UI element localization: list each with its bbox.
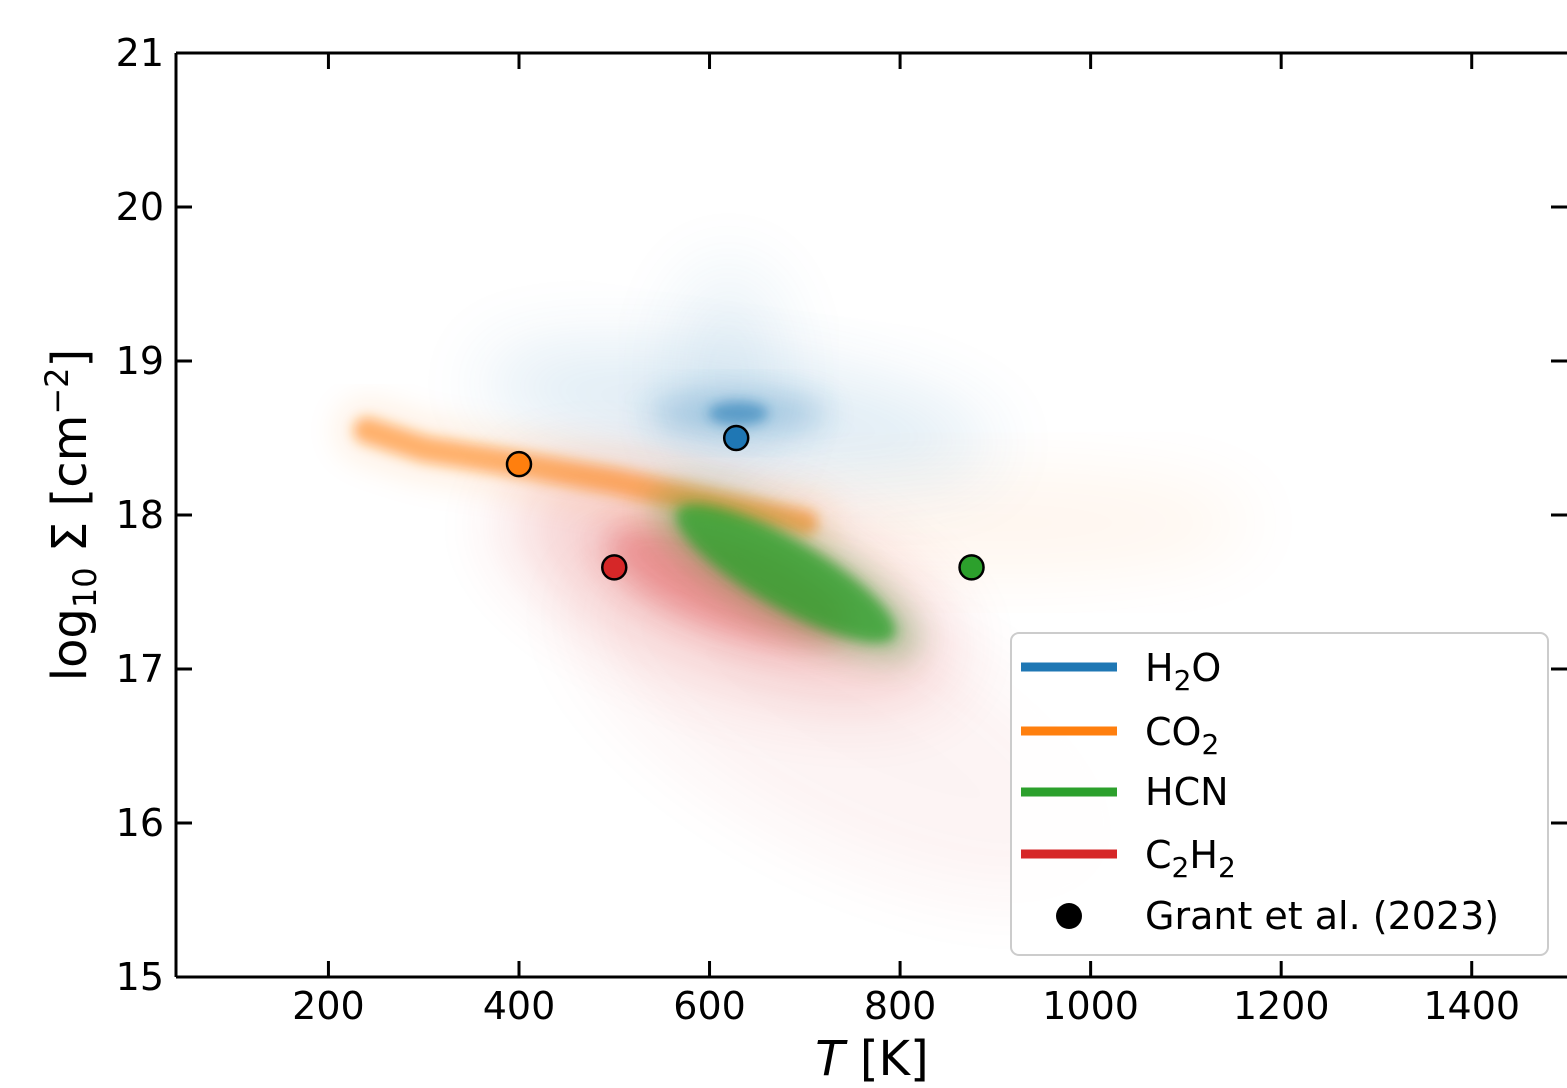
y-tick-label: 15: [116, 955, 164, 999]
x-tick-label: 1200: [1233, 984, 1330, 1028]
y-tick-label: 18: [116, 493, 164, 537]
legend-box: [1010, 632, 1549, 956]
y-tick-label: 19: [116, 339, 164, 383]
x-tick-label: 1400: [1423, 984, 1520, 1028]
legend-label-hcn: HCN: [1145, 770, 1229, 814]
h2o-posterior-core: [708, 401, 769, 426]
posterior-clouds: [336, 264, 1256, 900]
legend-item-hcn: HCN: [1021, 770, 1229, 814]
x-tick-label: 400: [483, 984, 556, 1028]
x-tick-label: 1000: [1042, 984, 1139, 1028]
x-tick-label: 200: [292, 984, 365, 1028]
legend-item-grant: Grant et al. (2023): [1056, 894, 1499, 938]
hcn-posterior-core: [676, 504, 896, 643]
grant-marker-co2: [505, 450, 533, 478]
legend-item-c2h2: C2H2: [1021, 833, 1236, 884]
legend-marker-grant: [1056, 903, 1082, 929]
y-tick-label: 17: [116, 647, 164, 691]
legend-label-grant: Grant et al. (2023): [1145, 894, 1499, 938]
co2-posterior-tail: [735, 477, 1256, 568]
y-tick-label: 16: [116, 801, 164, 845]
x-axis-label: T [K]: [815, 1031, 929, 1087]
legend-label-c2h2: C2H2: [1145, 833, 1236, 884]
grant-markers: [505, 424, 985, 581]
x-tick-label: 800: [864, 984, 937, 1028]
x-tick-label: 600: [673, 984, 746, 1028]
y-axis-label: log10 Σ [cm−2]: [38, 349, 104, 682]
legend-label-co2: CO2: [1145, 710, 1219, 761]
grant-marker-hcn: [958, 554, 985, 581]
legend: H2O CO2 HCN C2H2 Grant et al. (2023): [1010, 632, 1549, 956]
grant-marker-c2h2: [601, 554, 628, 581]
legend-label-h2o: H2O: [1145, 646, 1221, 697]
y-tick-label: 21: [116, 31, 164, 75]
h2o-posterior-vertical: [673, 264, 784, 485]
legend-item-co2: CO2: [1021, 710, 1219, 761]
legend-item-h2o: H2O: [1021, 646, 1221, 697]
grant-marker-h2o: [722, 424, 750, 452]
y-tick-label: 20: [116, 185, 164, 229]
axis-ticks: 200 400 600 800 1000 1200 1400 15 16 17 18 19 20 21: [116, 31, 1567, 1028]
